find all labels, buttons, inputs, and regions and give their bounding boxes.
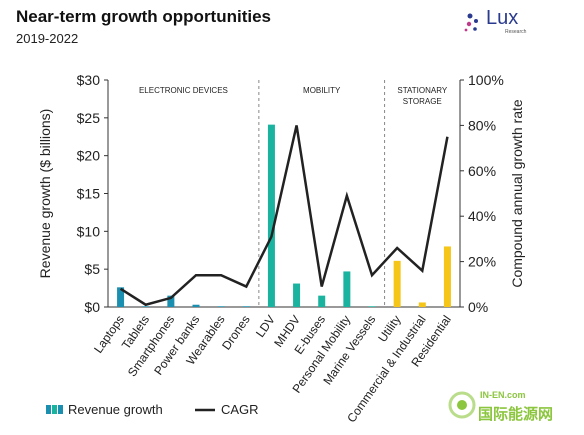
lux-logo-subtext: Research	[505, 29, 527, 35]
legend-bar-swatch	[46, 405, 51, 414]
lux-logo-icon	[464, 13, 478, 32]
y-left-axis-title: Revenue growth ($ billions)	[37, 109, 53, 279]
group-label: MOBILITY	[303, 86, 341, 95]
revenue-bar	[217, 306, 225, 307]
group-label: STORAGE	[403, 97, 442, 106]
left-tick-label: $5	[84, 261, 100, 277]
legend-bar-label: Revenue growth	[68, 402, 163, 417]
in-en-watermark-icon	[448, 391, 476, 419]
left-tick-label: $10	[77, 223, 101, 239]
revenue-bar	[293, 283, 301, 307]
chart-title: Near-term growth opportunities	[16, 7, 272, 26]
revenue-bar	[393, 260, 401, 307]
right-tick-label: 80%	[468, 117, 496, 133]
group-label: STATIONARY	[397, 86, 447, 95]
right-tick-label: 0%	[468, 299, 488, 315]
lux-logo-text: Lux	[486, 7, 519, 29]
group-label: ELECTRONIC DEVICES	[139, 86, 228, 95]
revenue-bar	[192, 304, 200, 307]
left-tick-label: $30	[77, 72, 101, 88]
revenue-bar	[167, 295, 175, 307]
revenue-bar	[418, 302, 426, 307]
right-tick-label: 100%	[468, 72, 504, 88]
legend-line-label: CAGR	[221, 402, 259, 417]
left-tick-label: $20	[77, 148, 101, 164]
legend-bar-swatch	[58, 405, 63, 414]
revenue-bar	[267, 124, 275, 307]
right-tick-label: 60%	[468, 163, 496, 179]
chart-subtitle: 2019-2022	[16, 31, 79, 46]
legend-bar-swatch	[52, 405, 57, 414]
y-right-axis-title: Compound annual growth rate	[509, 99, 525, 288]
revenue-bar	[318, 295, 326, 307]
right-tick-label: 20%	[468, 254, 496, 270]
category-label: LDV	[253, 313, 278, 340]
left-tick-label: $15	[77, 186, 101, 202]
watermark-name: 国际能源网	[478, 406, 554, 423]
watermark-domain: IN-EN.com	[480, 390, 526, 400]
category-label: Laptops	[91, 313, 127, 356]
revenue-bar	[443, 246, 451, 307]
revenue-bar	[343, 271, 351, 307]
right-tick-label: 40%	[468, 208, 496, 224]
cagr-line	[119, 125, 449, 307]
revenue-bar	[117, 287, 125, 307]
left-tick-label: $25	[77, 110, 101, 126]
revenue-bar	[242, 306, 250, 307]
revenue-bar	[142, 306, 150, 307]
left-tick-label: $0	[84, 299, 100, 315]
revenue-bar	[368, 306, 376, 307]
